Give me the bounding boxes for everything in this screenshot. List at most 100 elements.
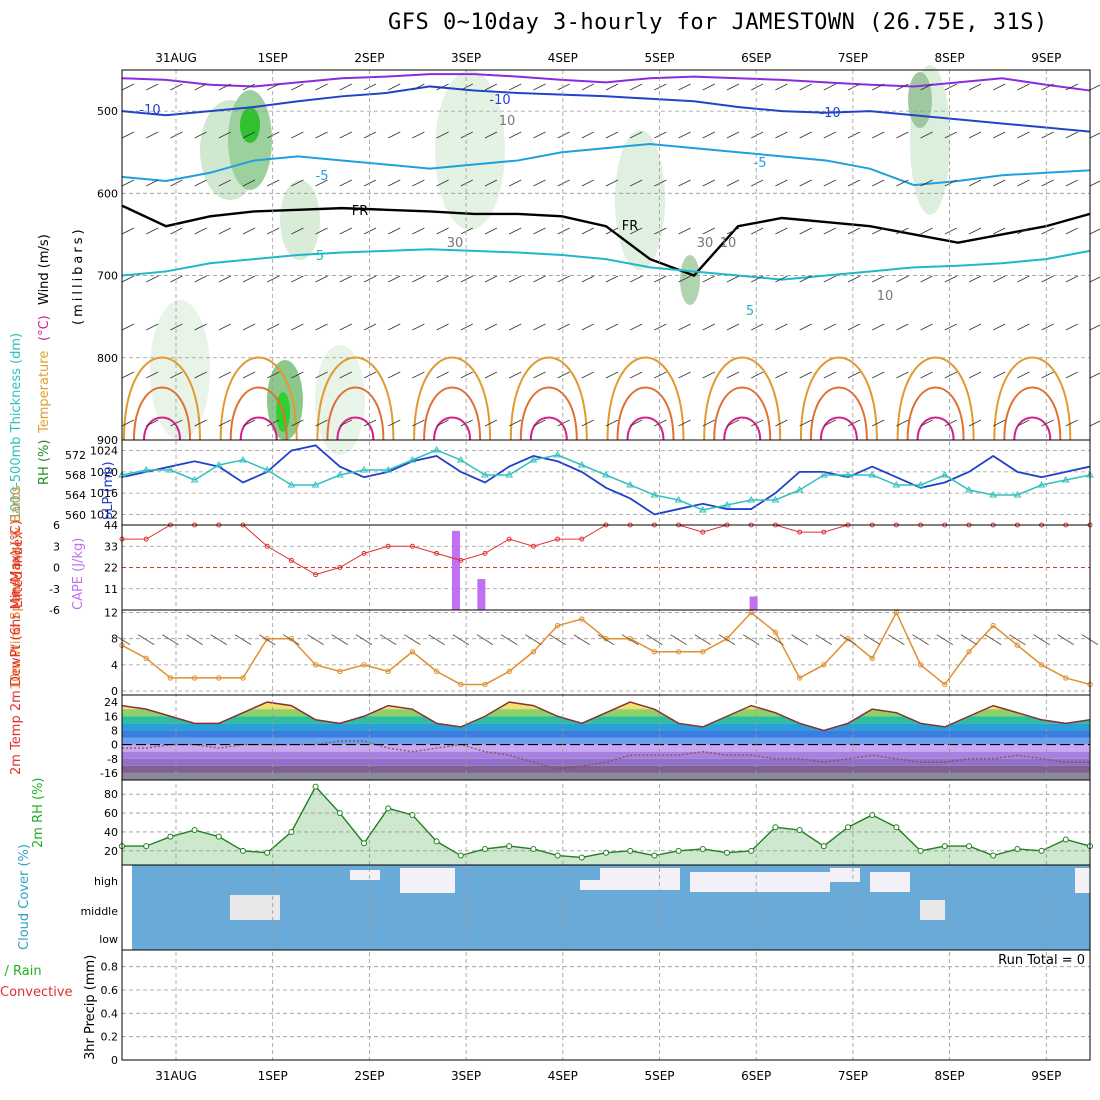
wind-speed-marker bbox=[337, 668, 343, 675]
precip-tick-label: 0.2 bbox=[101, 1031, 119, 1044]
wind-barb bbox=[896, 131, 909, 139]
wind-barb bbox=[654, 371, 667, 379]
wind-barb bbox=[242, 275, 256, 283]
wind-barb bbox=[968, 275, 982, 283]
wind-barb bbox=[968, 131, 982, 139]
thickness-tick-label: 560 bbox=[65, 509, 86, 522]
cape-tick-label: 11 bbox=[104, 583, 118, 596]
wind-barb bbox=[170, 275, 183, 283]
wind-barb bbox=[1089, 372, 1100, 379]
wind-barb bbox=[799, 131, 812, 139]
wind-barb bbox=[412, 83, 425, 91]
wind-barb bbox=[460, 83, 473, 91]
rh-marker bbox=[1014, 845, 1021, 852]
wind-barb bbox=[388, 275, 401, 283]
wind-barb bbox=[242, 83, 256, 91]
rh-marker bbox=[312, 783, 319, 790]
wind-barb bbox=[484, 179, 498, 187]
wind-barb bbox=[630, 275, 643, 283]
rh-marker bbox=[941, 843, 948, 850]
wind-barb bbox=[896, 323, 909, 331]
wind-barb bbox=[702, 323, 715, 331]
thickness-marker bbox=[602, 471, 610, 478]
slp-tick-label: 1016 bbox=[90, 487, 118, 500]
wind-barb bbox=[363, 179, 377, 187]
wind-barb bbox=[121, 275, 135, 283]
wind-barb bbox=[678, 131, 691, 139]
wind-barb bbox=[194, 83, 207, 91]
wind-barb bbox=[533, 323, 546, 331]
wind-barb bbox=[533, 131, 546, 139]
thickness-tick-label: 564 bbox=[65, 489, 86, 502]
isotherm-warm bbox=[239, 416, 278, 441]
wind-barb bbox=[646, 634, 663, 646]
wind-barb bbox=[896, 83, 909, 91]
wind-barb bbox=[509, 371, 522, 379]
middle-cloud bbox=[230, 895, 280, 920]
wind-barb bbox=[460, 419, 473, 427]
wind-barb bbox=[1089, 228, 1100, 235]
isotherm-warm bbox=[413, 356, 492, 441]
wind-barb bbox=[678, 371, 691, 379]
ylabel-text: SLP (mb) bbox=[101, 461, 116, 520]
wind-barb bbox=[726, 275, 740, 283]
wind-barb bbox=[775, 419, 788, 427]
wind-barb bbox=[920, 323, 933, 331]
wind-barb bbox=[920, 83, 933, 91]
wind-barb bbox=[146, 371, 159, 379]
wind-barb bbox=[533, 83, 546, 91]
thickness-marker bbox=[626, 481, 635, 488]
thickness-marker bbox=[335, 471, 344, 478]
isotherm-line bbox=[121, 85, 1091, 133]
contour-label: 5 bbox=[746, 304, 754, 319]
wind-barb bbox=[654, 419, 667, 427]
wind-speed-marker bbox=[506, 668, 512, 675]
isotherm-warm bbox=[423, 386, 482, 441]
thickness-marker bbox=[553, 451, 562, 458]
wind-barb bbox=[146, 275, 159, 283]
li-tick-label: 0 bbox=[53, 562, 60, 575]
wind-barb bbox=[412, 179, 425, 187]
wind-barb bbox=[670, 634, 687, 646]
wind-barb bbox=[1017, 419, 1030, 427]
wind-barb bbox=[218, 371, 231, 379]
isotherm-warm bbox=[509, 356, 588, 441]
thickness-marker bbox=[311, 481, 320, 488]
isotherm-line bbox=[121, 248, 1091, 281]
isotherm-warm bbox=[723, 416, 762, 441]
wind-barb bbox=[315, 419, 328, 427]
wind-barb bbox=[847, 323, 861, 331]
wind-speed-marker bbox=[385, 668, 391, 675]
wind-barb bbox=[388, 131, 401, 139]
wind-barb bbox=[605, 179, 619, 187]
li-marker bbox=[700, 529, 706, 535]
wind-barb bbox=[630, 323, 643, 331]
rh-marker bbox=[578, 854, 585, 861]
slp-ylabel: SLP (mb) bbox=[101, 461, 116, 520]
wind-barb bbox=[291, 275, 304, 283]
date-label-bottom: 3SEP bbox=[451, 1069, 481, 1083]
wind-barb bbox=[242, 419, 256, 427]
rh-tick-label: 60 bbox=[104, 807, 118, 820]
thickness-ylabel: 1000-500mb Thickness (dm) bbox=[9, 333, 24, 520]
cape-ylabel: CAPE (J/kg) bbox=[71, 538, 86, 610]
wind-barb bbox=[242, 179, 256, 187]
wind-barb bbox=[331, 634, 349, 646]
thickness-marker bbox=[432, 446, 441, 453]
thickness-marker bbox=[916, 481, 925, 488]
wind-barb bbox=[597, 634, 615, 646]
wind-barb bbox=[121, 419, 135, 427]
wind-barb bbox=[218, 275, 231, 283]
wind-barb bbox=[1033, 634, 1050, 646]
wind-barb bbox=[436, 419, 449, 427]
rh-marker bbox=[264, 849, 271, 856]
wind-barb bbox=[984, 634, 1002, 646]
isotherm-warm bbox=[626, 416, 665, 441]
wind-barb bbox=[654, 83, 667, 91]
wind-barb bbox=[291, 419, 304, 427]
wind-barb bbox=[363, 227, 377, 235]
rh-marker bbox=[627, 847, 634, 854]
wind-barb bbox=[500, 634, 518, 646]
wind-barb bbox=[799, 371, 812, 379]
li-marker bbox=[264, 543, 270, 549]
